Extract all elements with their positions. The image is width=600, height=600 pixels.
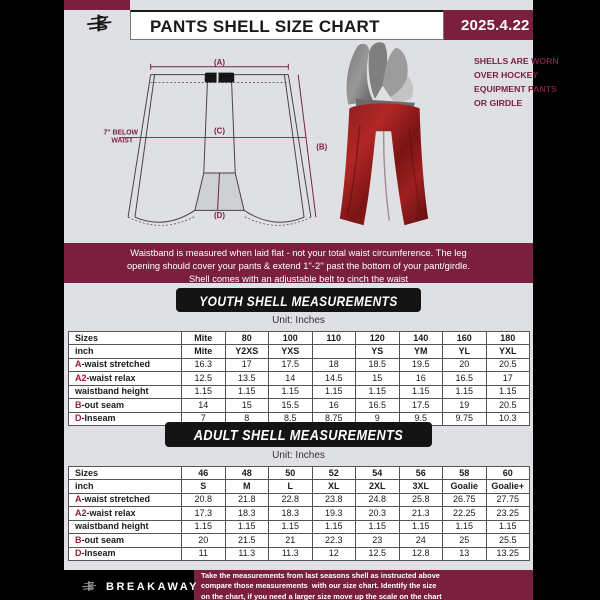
svg-text:WAIST: WAIST <box>111 137 134 144</box>
svg-text:(A): (A) <box>214 58 225 67</box>
svg-text:7'' BELOW: 7'' BELOW <box>103 130 138 137</box>
svg-text:(C): (C) <box>214 127 225 136</box>
svg-text:(B): (B) <box>316 142 327 151</box>
svg-text:(D): (D) <box>214 211 225 220</box>
